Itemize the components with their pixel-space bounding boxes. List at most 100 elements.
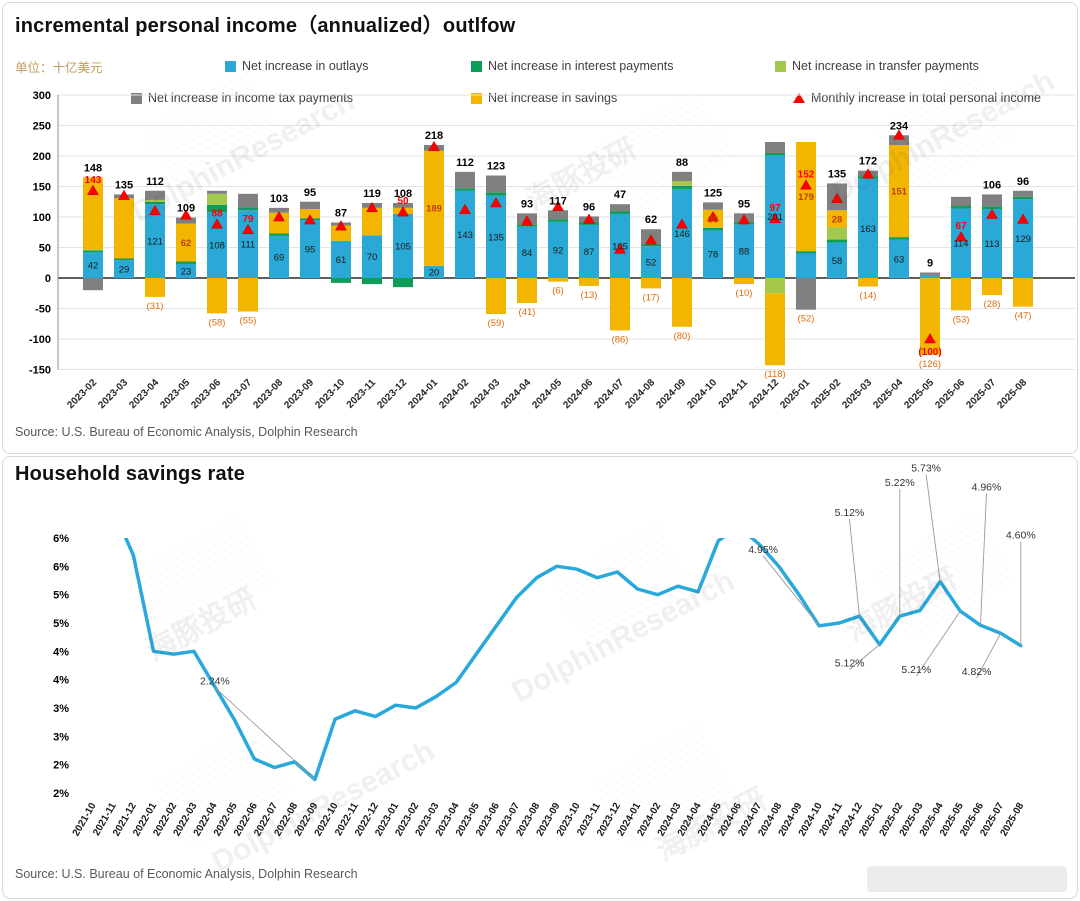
x-tick-label: 2025-02 [809,377,843,411]
legend-item: Net increase in interest payments [471,59,674,73]
bar-segment [672,171,692,182]
x-tick-label: 2024-10 [685,377,719,411]
bar-segment [889,145,909,238]
income-marker [645,234,657,245]
outlays-value-label: 95 [305,245,316,256]
bar-segment [548,210,568,220]
total-label: 123 [487,161,505,173]
x-tick-label: 2025-03 [840,377,874,411]
bar-segment [951,208,971,278]
x-tick-label: 2023-06 [189,377,223,411]
bar-segment [517,224,537,227]
outlays-value-label: 63 [894,254,905,265]
bar-segment [889,135,909,146]
bar-segment [703,202,723,210]
income-label: 152 [798,169,815,180]
bar-segment [517,278,537,304]
bar-segment [269,212,289,234]
income-marker [552,200,564,211]
y-tick-label: 2% [53,760,69,772]
square-legend-marker [471,60,482,72]
income-marker [335,220,347,231]
triangle-legend-marker [793,93,805,103]
bottom-chart-svg: 2% 2% 3% 3% 4% 4% 5% 5% 6% 6% 2.24% 4.95% 5.12% 5.12%… [53,463,1036,839]
income-label: 97 [769,203,781,214]
savings-value-label: 189 [426,204,442,215]
annotation-label: 5.73% [911,463,941,475]
bar-segment [300,209,320,219]
bar-segment [238,210,258,278]
annotation-leader [915,610,961,677]
income-marker [707,211,719,222]
y-tick-label: -150 [29,365,51,377]
bar-segment [269,233,289,236]
outlays-value-label: 163 [860,224,876,235]
income-marker [459,203,471,214]
bar-segment [331,278,351,283]
total-label: 87 [335,207,347,219]
total-label: 106 [983,179,1001,191]
bar-segment [114,198,134,259]
income-marker [118,189,130,200]
annotation-leader [925,474,941,582]
outlays-value-label: 52 [646,258,657,269]
legend-item: Net increase in transfer payments [775,59,979,73]
top-chart-panel: incremental personal income（annualized）o… [2,2,1078,454]
bar-segment [300,220,320,278]
outlays-value-label: 84 [522,248,533,259]
bar-segment [517,226,537,278]
outlays-value-label: 113 [984,239,999,250]
bar-segment [672,181,692,186]
income-marker [521,215,533,226]
savings-value-label: 179 [798,192,814,203]
y-tick-label: 6% [53,561,69,573]
y-tick-label: 250 [33,121,51,133]
bar-segment [796,278,816,310]
bar-segment [734,278,754,285]
bar-segment [579,222,599,225]
negative-value-label: (118) [764,369,785,380]
bar-segment [889,239,909,278]
income-marker [614,243,626,254]
negative-value-label: (28) [984,299,1001,310]
total-label: 93 [521,198,533,210]
annotation-leader [849,519,860,617]
x-tick-label: 2024-12 [747,377,781,411]
outlays-value-label: 87 [584,247,595,258]
square-legend-marker [775,60,786,72]
income-marker [149,204,161,216]
x-tick-label: 2023-11 [345,377,379,411]
outlays-value-label: 111 [241,240,255,251]
negative-value-label: (47) [1015,311,1032,322]
y-tick-label: 3% [53,731,69,743]
income-marker [87,184,99,196]
savings-value-label: 30 [708,214,719,225]
square-legend-marker [225,60,236,72]
y-tick-label: 50 [39,243,51,255]
negative-value-label: (126) [919,359,941,370]
income-marker [273,211,285,222]
x-tick-label: 2023-12 [375,377,409,411]
bar-segment [238,278,258,312]
top-chart-title: incremental personal income（annualized）o… [15,15,516,37]
outlays-value-label: 69 [274,252,285,263]
annotation-leader [849,644,880,670]
bar-segment [83,252,103,278]
negative-value-label: (53) [953,314,970,325]
total-label: 88 [676,157,688,169]
income-marker [397,206,409,217]
total-label: 135 [115,179,133,191]
negative-value-label: (52) [798,314,815,325]
bar-segment [672,188,692,278]
total-label: 109 [177,203,195,215]
y-tick-label: 3% [53,703,69,715]
x-tick-label: 2023-08 [251,377,285,411]
outlays-value-label: 20 [429,267,440,278]
legend-label: Net increase in outlays [242,59,369,73]
negative-value-label: (10) [736,288,753,299]
legend-item: Net increase in outlays [225,59,368,73]
outlays-value-label: 92 [553,245,564,256]
bar-segment [176,261,196,264]
negative-value-label: (13) [581,290,598,301]
savings-value-label: 62 [181,238,192,249]
